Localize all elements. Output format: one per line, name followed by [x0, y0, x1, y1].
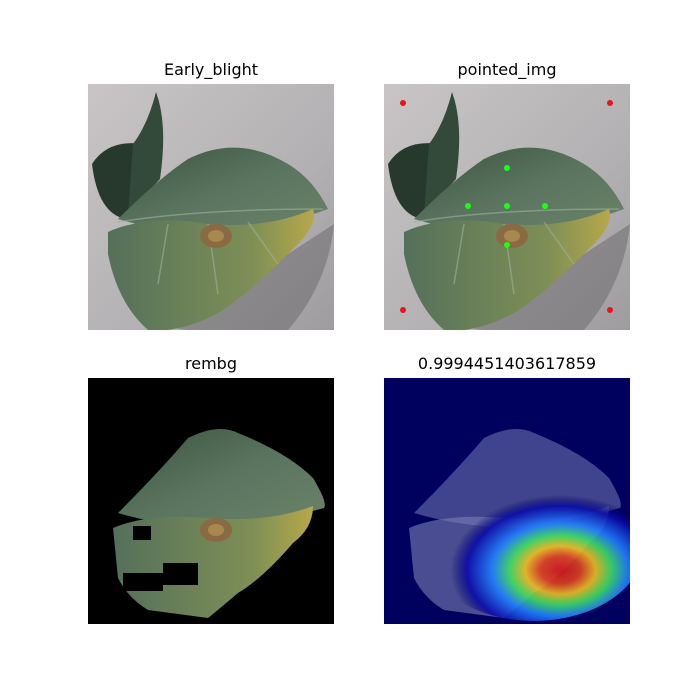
leaf-main-body	[118, 147, 328, 234]
center-point-middle	[504, 203, 510, 209]
leaf-top-lobe	[128, 92, 164, 214]
leaf-lower-blade	[108, 209, 314, 330]
mask-hole	[133, 526, 151, 540]
pointed-leaf-image	[384, 84, 630, 330]
panel-title-rembg: rembg	[185, 354, 237, 373]
corner-point-bottom-right	[607, 307, 613, 313]
center-point-right	[542, 203, 548, 209]
panel-title-original: Early_blight	[163, 60, 259, 79]
cutout-leaf-top	[118, 429, 325, 528]
heatmap-hotspot	[424, 471, 630, 621]
corner-point-top-right	[607, 100, 613, 106]
gradcam-heatmap-image	[384, 378, 630, 624]
corner-point-top-left	[400, 100, 406, 106]
center-point-top	[504, 165, 510, 171]
panel-title-score: 0.9994451403617859	[417, 354, 597, 373]
panel-title-pointed: pointed_img	[457, 60, 557, 79]
center-point-bottom	[504, 242, 510, 248]
center-point-left	[465, 203, 471, 209]
original-leaf-image	[88, 84, 334, 330]
background-removed-image	[88, 378, 334, 624]
corner-point-bottom-left	[400, 307, 406, 313]
leaf-veins	[117, 208, 324, 295]
